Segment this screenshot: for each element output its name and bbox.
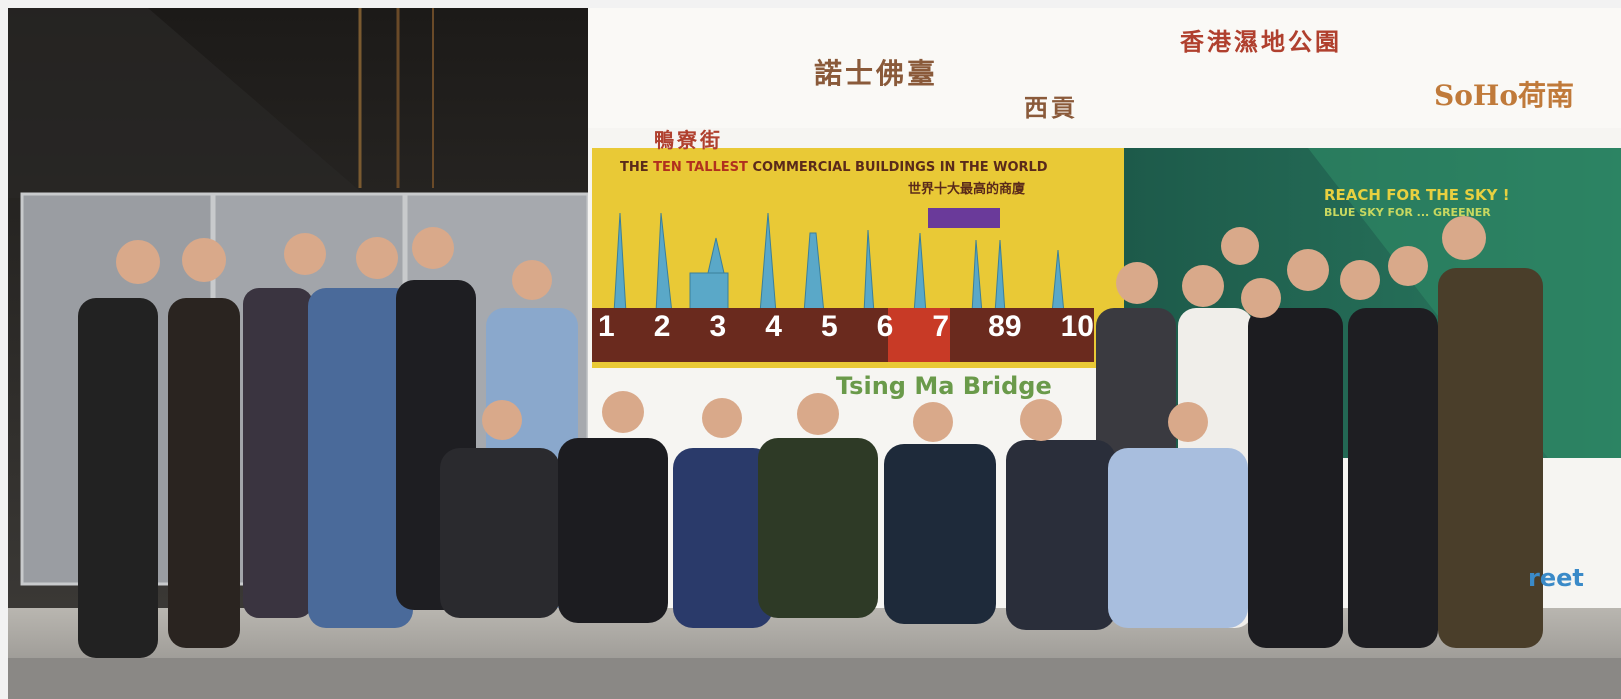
rank-number: 4 <box>765 310 782 343</box>
bridge-label: Tsing Ma Bridge <box>836 372 1052 400</box>
rank-number: 6 <box>876 310 894 343</box>
panel-title-prefix: THE <box>620 160 654 175</box>
rank-number: 3 <box>709 310 727 343</box>
panel-title-en: THE TEN TALLEST COMMERCIAL BUILDINGS IN … <box>620 160 1048 175</box>
group-of-people <box>78 216 1543 658</box>
rank-numbers: 1 2 3 4 5 6 7 89 10 <box>598 310 1094 344</box>
green-panel-subheading: BLUE SKY FOR ... GREENER <box>1324 206 1491 219</box>
sign-label-knutsford-terrace: 諾士佛臺 <box>814 57 939 90</box>
photo-frame: 香港濕地公園 諾士佛臺 西貢 鴨寮街 SoHo荷南 THE TEN TALLES… <box>8 8 1621 699</box>
street-label-fragment: reet <box>1528 564 1584 592</box>
sign-label-sai-kung: 西貢 <box>1024 93 1078 122</box>
sign-label-wetland-park: 香港濕地公園 <box>1180 27 1342 56</box>
rank-number: 5 <box>820 310 838 343</box>
panel-title-cn: 世界十大最高的商廈 <box>908 182 1026 197</box>
rank-number: 10 <box>1060 310 1094 343</box>
panel-title-bold: TEN TALLEST <box>653 160 748 175</box>
rank-number: 2 <box>653 310 671 343</box>
rank-number: 1 <box>598 310 615 343</box>
rank-number: 89 <box>988 310 1022 343</box>
panel-title-suffix: COMMERCIAL BUILDINGS IN THE WORLD <box>747 160 1048 175</box>
rank-number: 7 <box>932 310 950 343</box>
group-photo <box>8 8 1621 699</box>
green-panel-heading: REACH FOR THE SKY ! <box>1324 186 1510 204</box>
rank-strip <box>592 308 1094 362</box>
sign-label-soho: SoHo荷南 <box>1434 79 1575 112</box>
sign-label-apliu-street: 鴨寮街 <box>654 128 723 152</box>
